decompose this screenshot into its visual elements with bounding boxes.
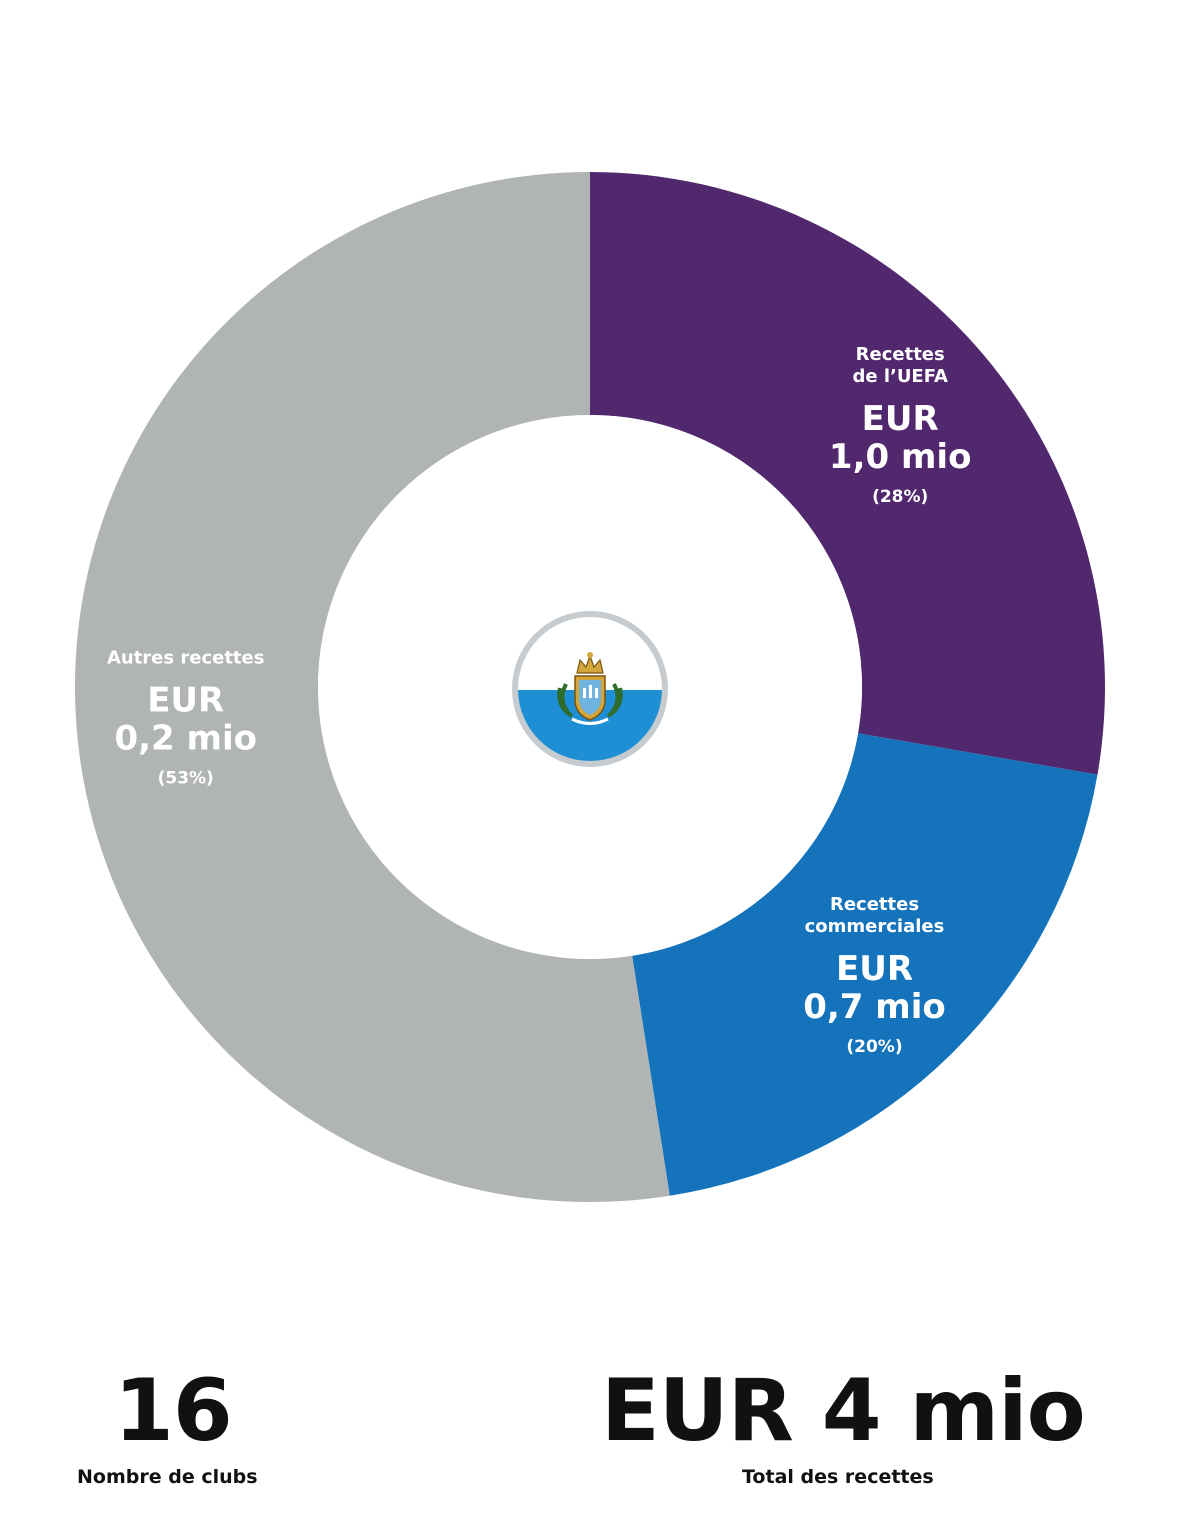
slice-label-currency: EUR (862, 399, 939, 439)
slice-label-name: Recettes (830, 894, 919, 915)
slice-label-currency: EUR (836, 949, 913, 989)
slice-label-currency: EUR (147, 681, 224, 721)
slice-recettes-commerciales (632, 733, 1098, 1196)
san-marino-flag-icon (512, 611, 668, 767)
slice-label-name: Autres recettes (107, 648, 265, 669)
clubs-count: 16 (114, 1361, 233, 1461)
donut-slices (75, 172, 1105, 1202)
slice-label-value: 1,0 mio (829, 437, 972, 477)
slice-label-value: 0,2 mio (114, 719, 257, 759)
slice-label-name: Recettes (856, 344, 945, 365)
slice-label-name: de l’UEFA (852, 366, 948, 387)
clubs-count-label: Nombre de clubs (77, 1466, 258, 1488)
slice-label-percent: (28%) (872, 487, 928, 507)
slice-label-value: 0,7 mio (803, 987, 946, 1027)
slice-label-name: commerciales (805, 916, 945, 937)
total-revenue: EUR 4 mio (601, 1361, 1086, 1461)
slice-recettes-de-l-uefa (590, 172, 1105, 775)
slice-label-percent: (53%) (158, 769, 214, 789)
slice-label-percent: (20%) (846, 1037, 902, 1057)
slice-autres-recettes (75, 172, 670, 1202)
coat-of-arms-icon (557, 652, 623, 725)
total-revenue-label: Total des recettes (742, 1466, 934, 1488)
